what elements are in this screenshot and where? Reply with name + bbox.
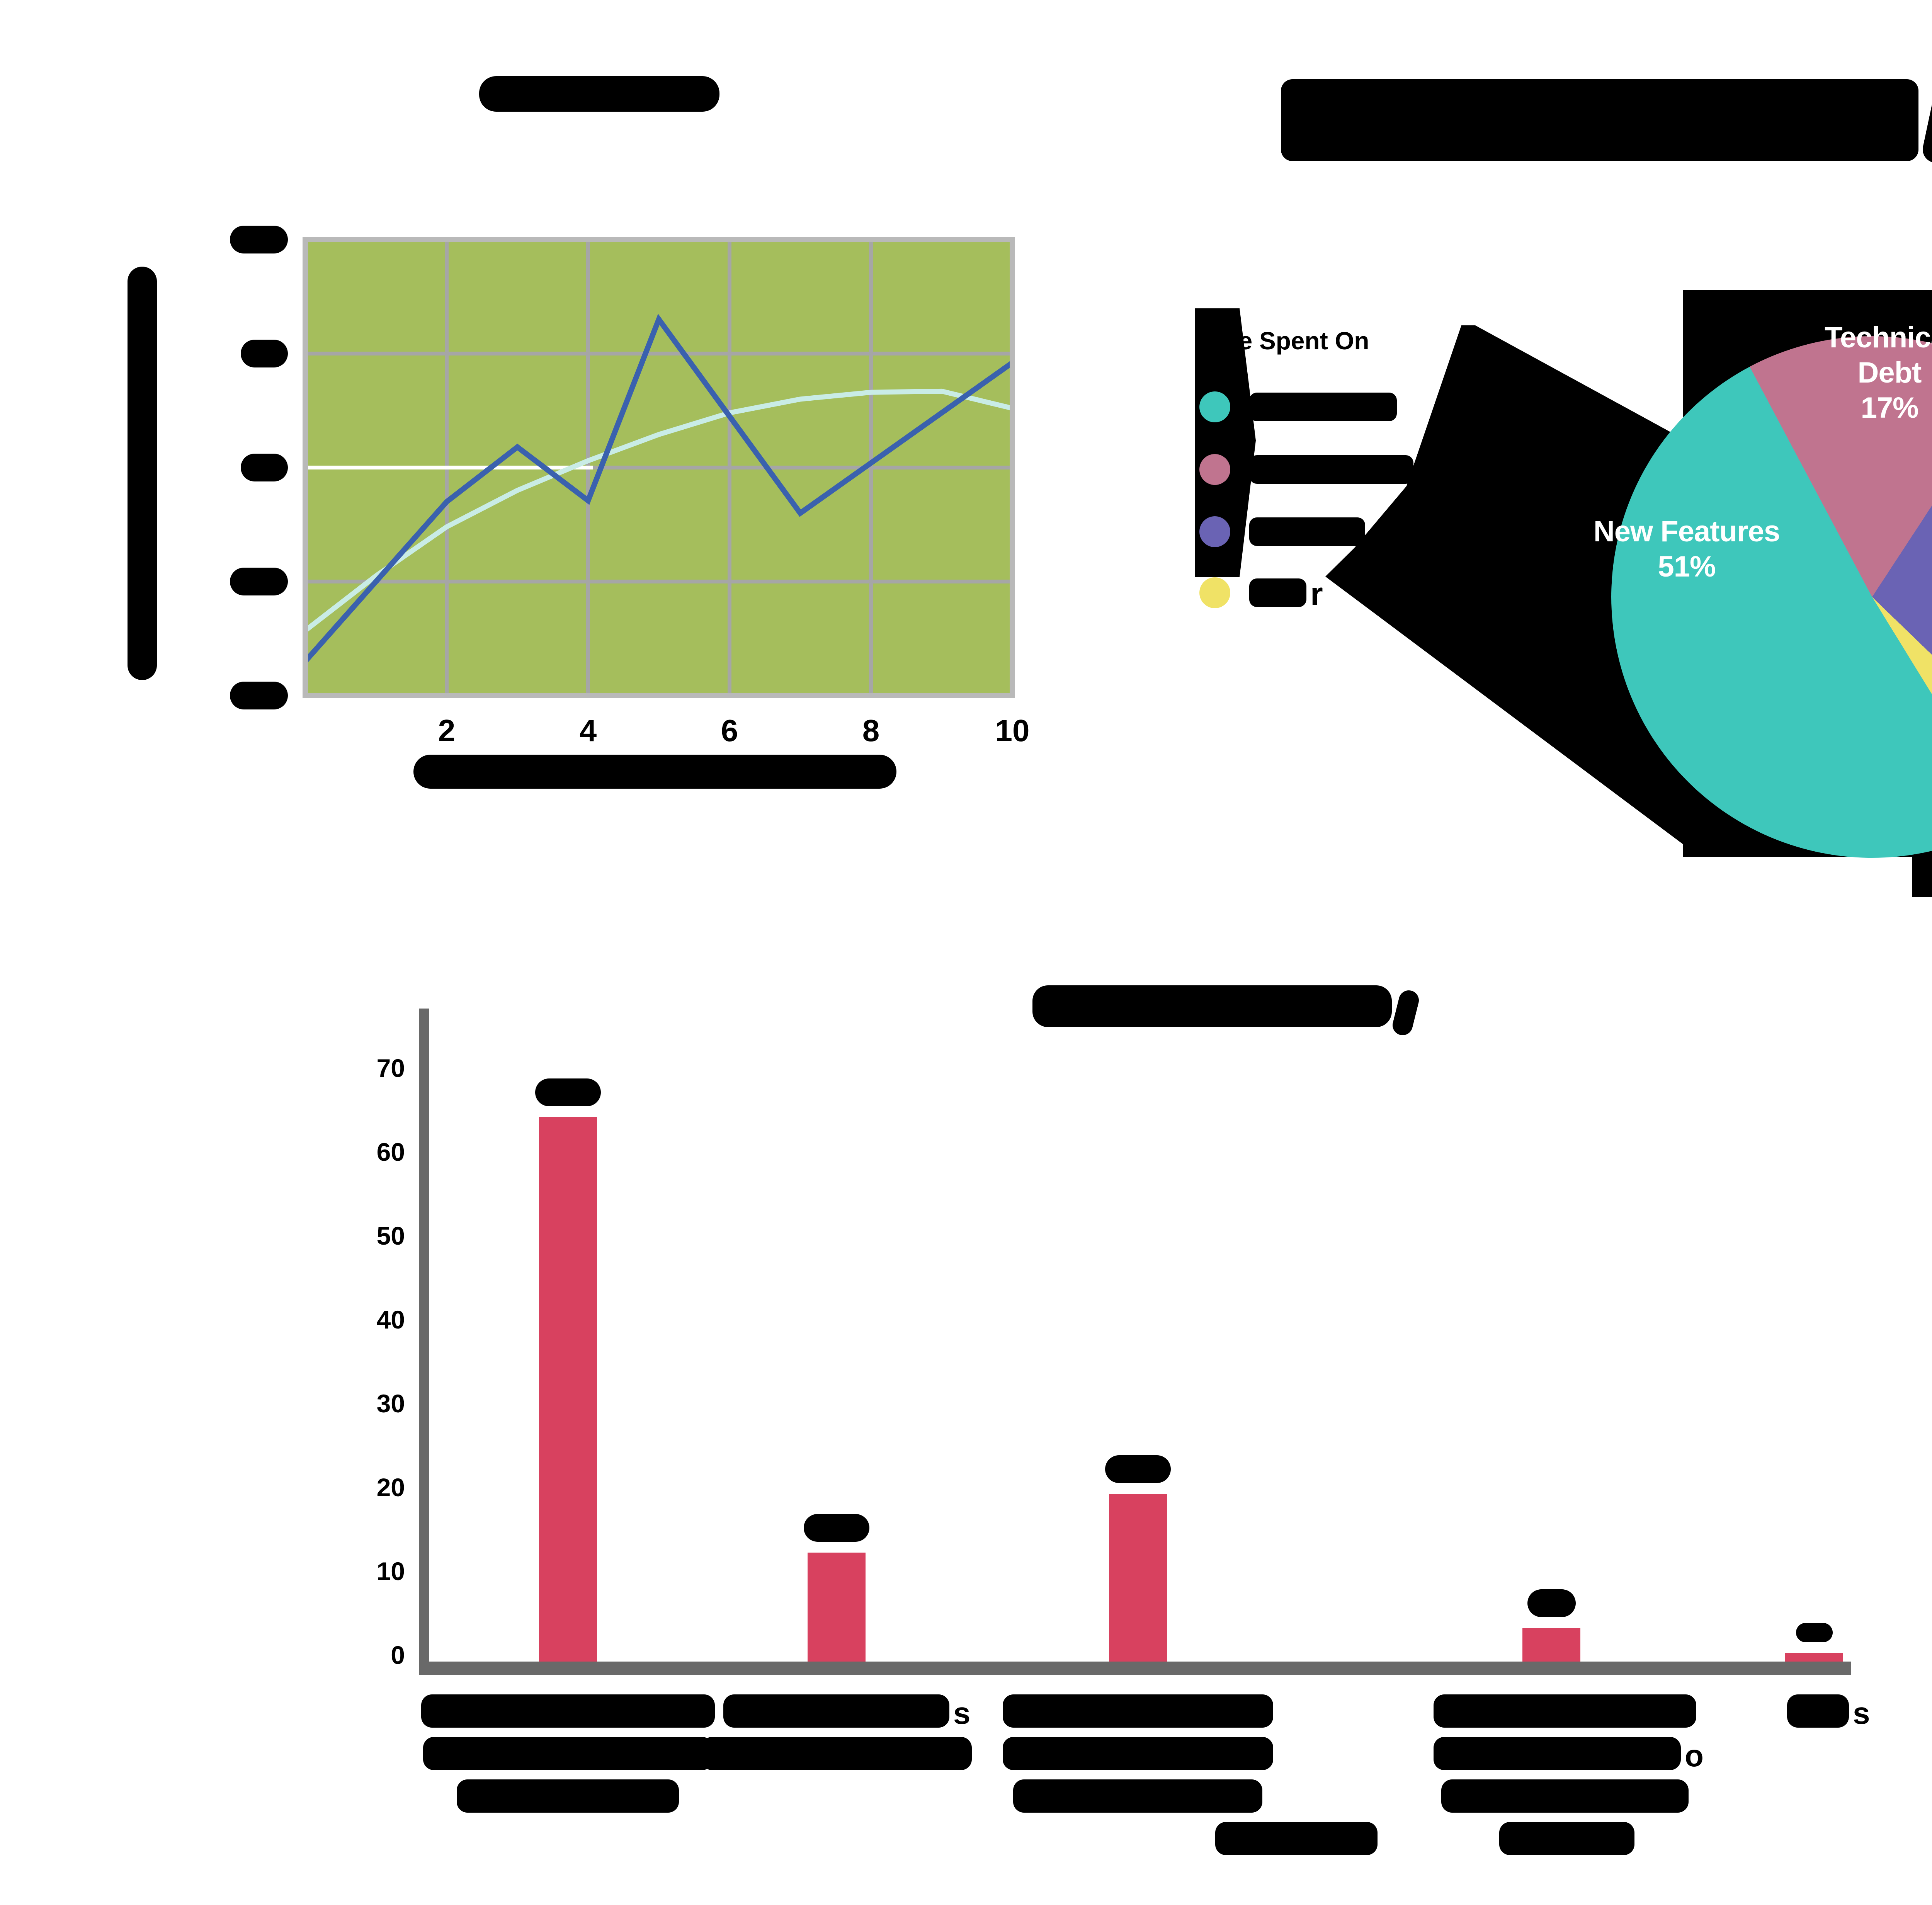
legend-swatch-other [1199,577,1230,608]
line-x-tick: 4 [579,713,597,748]
bar-y-tick: 70 [376,1054,405,1082]
legend-title: Time Spent On [1195,327,1369,355]
pie-label-pct: 51% [1658,550,1716,583]
bar-cat3-line-redacted [1215,1822,1378,1855]
bar [539,1117,597,1662]
bar-y-tick: 50 [376,1221,405,1250]
line-chart-y-axis-title-redacted [128,267,157,680]
legend-label-redacted-other [1249,578,1306,607]
data-line [303,314,1014,663]
legend-label-tail-g: g [1369,515,1389,551]
bar [808,1553,866,1662]
line-y-tick-redacted [230,682,288,709]
bar-y-tick: 30 [376,1389,405,1418]
bar-data-label-redacted [804,1514,869,1542]
bar [1785,1653,1843,1662]
bar-cat4-tail-o: o [1685,1738,1704,1773]
line-x-tick: 8 [862,713,880,748]
legend-swatch-bug-fixing [1199,516,1230,547]
line-x-tick: 6 [721,713,738,748]
legend-swatch-technical-debt [1199,454,1230,485]
pie-label-new-features: New Features 51% [1590,514,1783,584]
bar-cat1-line-redacted [421,1694,715,1728]
legend-swatch-new-features [1199,391,1230,422]
legend-label-redacted-technical-debt [1249,455,1413,484]
bar-cat4-line-redacted [1441,1779,1689,1813]
pie-chart-title-redacted [1281,79,1918,161]
pie-label-name: New Features [1593,515,1780,548]
legend-green-strip [1195,308,1256,577]
bar-cat2-line-redacted [701,1737,972,1770]
legend-label-tail-t: t [1417,452,1428,489]
bar-y-tick: 20 [376,1473,405,1502]
bar-data-label-redacted [1796,1623,1833,1642]
bar-cat1-line-redacted [457,1779,679,1813]
line-chart-title-redacted [479,76,719,112]
bar-y-tick: 60 [376,1138,405,1166]
bar-data-label-redacted [535,1078,601,1106]
bar-y-tick: 0 [391,1641,405,1669]
line-x-tick: 2 [438,713,456,748]
bar-cat2-tail-s: s [953,1696,971,1730]
line-y-tick-redacted [241,454,288,481]
legend-label-redacted-new-features [1249,393,1397,421]
line-x-tick: 10 [995,713,1030,748]
bar-cat2-line-redacted [723,1694,949,1728]
callout-funnel-shape [1325,325,1700,857]
line-y-tick-redacted [241,340,288,367]
bar-chart-y-axis [419,1009,429,1675]
trend-line [303,388,1015,633]
pie-label-pct: 17% [1861,391,1918,425]
bar-chart-title-redacted [1032,985,1392,1027]
bar-data-label-redacted [1105,1455,1171,1483]
line-y-tick-redacted [230,568,288,595]
pie-label-technical-debt: Technical Debt 17% [1793,320,1932,426]
bar-y-tick: 40 [376,1305,405,1334]
pie-label-name: Technical Debt [1825,321,1932,390]
bar-cat4-line-redacted [1434,1694,1696,1728]
line-chart-x-axis-title-redacted [413,755,896,789]
bar-chart-x-axis [419,1662,1851,1675]
bar-cat3-line-redacted [1003,1737,1273,1770]
bar [1522,1628,1580,1662]
bar-cat1-line-redacted [423,1737,713,1770]
bar-cat4-line-redacted [1499,1822,1634,1855]
bar-cat3-line-redacted [1013,1779,1262,1813]
bar-cat4-line-redacted [1434,1737,1681,1770]
bar-data-label-redacted [1527,1589,1576,1617]
line-y-tick-redacted [230,226,288,253]
legend-label-tail-r: r [1310,576,1323,612]
bar-cat5-line-redacted [1787,1694,1849,1728]
bar-cat5-tail-s: s [1853,1696,1870,1730]
bar-y-tick: 10 [376,1557,405,1585]
bar [1109,1494,1167,1662]
bar-cat3-line-redacted [1003,1694,1273,1728]
legend-label-redacted-bug-fixing [1249,517,1365,546]
